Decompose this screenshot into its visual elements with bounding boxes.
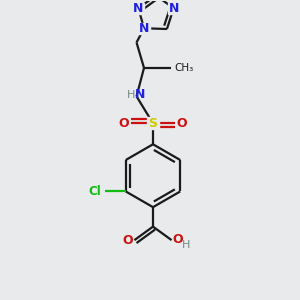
Text: H: H — [127, 90, 135, 100]
Bar — [138, 22, 150, 34]
Bar — [133, 3, 144, 14]
Text: O: O — [118, 117, 129, 130]
Text: CH₃: CH₃ — [174, 63, 193, 73]
Text: O: O — [172, 233, 183, 246]
Text: N: N — [139, 22, 149, 35]
Text: Cl: Cl — [88, 185, 101, 198]
Text: N: N — [133, 2, 143, 15]
Bar — [168, 3, 179, 14]
Text: N: N — [135, 88, 146, 101]
Text: O: O — [122, 234, 133, 247]
Text: O: O — [177, 117, 188, 130]
Text: N: N — [169, 2, 179, 15]
Text: H: H — [182, 241, 190, 250]
Text: S: S — [148, 117, 158, 130]
Bar — [147, 117, 159, 129]
